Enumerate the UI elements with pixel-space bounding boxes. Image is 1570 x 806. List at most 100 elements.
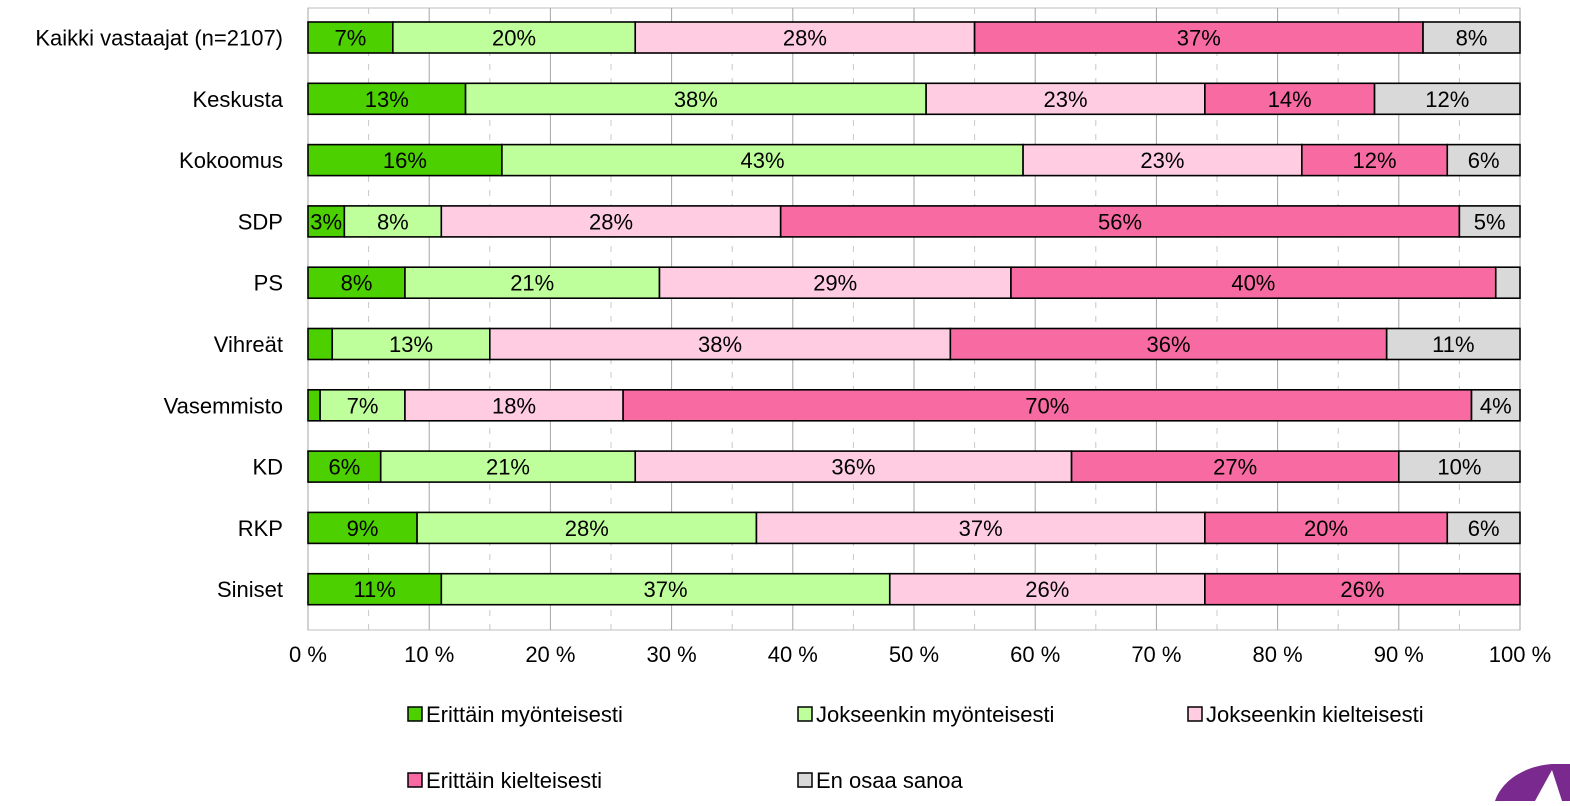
data-label: 43% [740,148,784,173]
data-label: 29% [813,271,857,296]
x-tick-label: 30 % [647,642,697,667]
data-label: 9% [347,516,379,541]
legend-label: Erittäin kielteisesti [426,768,602,793]
data-label: 13% [365,87,409,112]
bar-segment [925,82,1206,116]
data-label: 21% [486,455,530,480]
legend-swatch [797,706,813,722]
data-label: 10% [1437,455,1481,480]
data-label: 7% [347,393,379,418]
bar-segment [1446,143,1521,177]
data-label: 6% [1468,516,1500,541]
x-tick-label: 90 % [1374,642,1424,667]
bars: 7% 20% 28% 37% 8% 13% 38% 23% 14% 12% 16% 43% 23% 12%… [307,21,1521,606]
data-label: 20% [1304,516,1348,541]
bar-segment [307,511,418,545]
data-label: 27% [1213,455,1257,480]
bar-segment [501,143,1024,177]
bar-segment [949,327,1388,361]
legend-label: Jokseenkin kielteisesti [1206,702,1424,727]
x-tick-label: 80 % [1253,642,1303,667]
category-label: Kokoomus [179,148,283,173]
data-label: 38% [674,87,718,112]
data-label: 5% [1474,209,1506,234]
x-tick-label: 0 % [289,642,327,667]
bar-segment [307,143,503,177]
bar-segment [658,266,1012,300]
category-label: PS [254,271,283,296]
x-tick-label: 60 % [1010,642,1060,667]
data-label: 23% [1043,87,1087,112]
data-label: 28% [589,209,633,234]
x-tick-label: 10 % [404,642,454,667]
data-label: 40% [1231,271,1275,296]
legend-swatch [797,772,813,788]
category-label: RKP [238,516,283,541]
category-labels: Kaikki vastaajat (n=2107) Keskusta Kokoomu… [35,26,283,603]
bar-segment [973,21,1424,54]
category-label: Vihreät [214,332,283,357]
bar-segment [1422,21,1521,54]
data-label: 13% [389,332,433,357]
data-label: 14% [1268,87,1312,112]
data-label: 70% [1025,393,1069,418]
category-label: Kaikki vastaajat (n=2107) [35,26,283,51]
bar-segment [307,82,467,116]
data-label: 6% [328,455,360,480]
data-label: 3% [310,209,342,234]
bar-segment [392,21,637,54]
bar-segment [319,388,406,422]
bar-segment [307,21,394,54]
data-label: 6% [1468,148,1500,173]
bar-segment [307,266,406,300]
bar-segment [1204,82,1376,116]
x-tick-label: 40 % [768,642,818,667]
legend: Erittäin myönteisesti Jokseenkin myönteis… [407,702,1424,793]
bar-segment [404,266,661,300]
bar-segment [1470,388,1521,422]
bar-segment [634,450,1073,483]
bar-segment [1446,511,1521,545]
data-label: 56% [1098,209,1142,234]
category-label: Vasemmisto [164,393,283,418]
data-label: 26% [1025,577,1069,602]
bar-segment [1010,266,1497,300]
bar-segment [464,82,927,116]
category-label: Siniset [217,577,283,602]
bar-segment [1070,450,1400,483]
legend-swatch [407,772,423,788]
data-label: 18% [492,393,536,418]
bar-segment [779,205,1461,238]
bar-segment [1373,82,1521,116]
data-label: 16% [383,148,427,173]
data-label: 11% [1432,332,1474,357]
data-label: 23% [1140,148,1184,173]
data-label: 11% [353,577,395,602]
data-label: 28% [565,516,609,541]
category-label: KD [252,455,283,480]
category-label: SDP [238,209,283,234]
data-label: 20% [492,26,536,51]
bar-segment [488,327,952,361]
data-label: 28% [783,26,827,51]
bar-segment [1022,143,1303,177]
bar-segment [1398,450,1521,483]
data-label: 36% [831,455,875,480]
data-label: 37% [644,577,688,602]
legend-swatch [1187,706,1203,722]
data-label: 12% [1425,87,1469,112]
x-tick-label: 50 % [889,642,939,667]
legend-swatch [407,706,423,722]
bar-segment [307,205,346,238]
data-label: 4% [1480,393,1512,418]
legend-label: Erittäin myönteisesti [426,702,623,727]
bar-segment [888,572,1206,606]
logo [1495,764,1570,801]
data-label: 37% [959,516,1003,541]
data-label: 8% [1456,26,1488,51]
bar-segment [1494,266,1521,300]
data-label: 12% [1353,148,1397,173]
bar-segment [1458,205,1521,238]
